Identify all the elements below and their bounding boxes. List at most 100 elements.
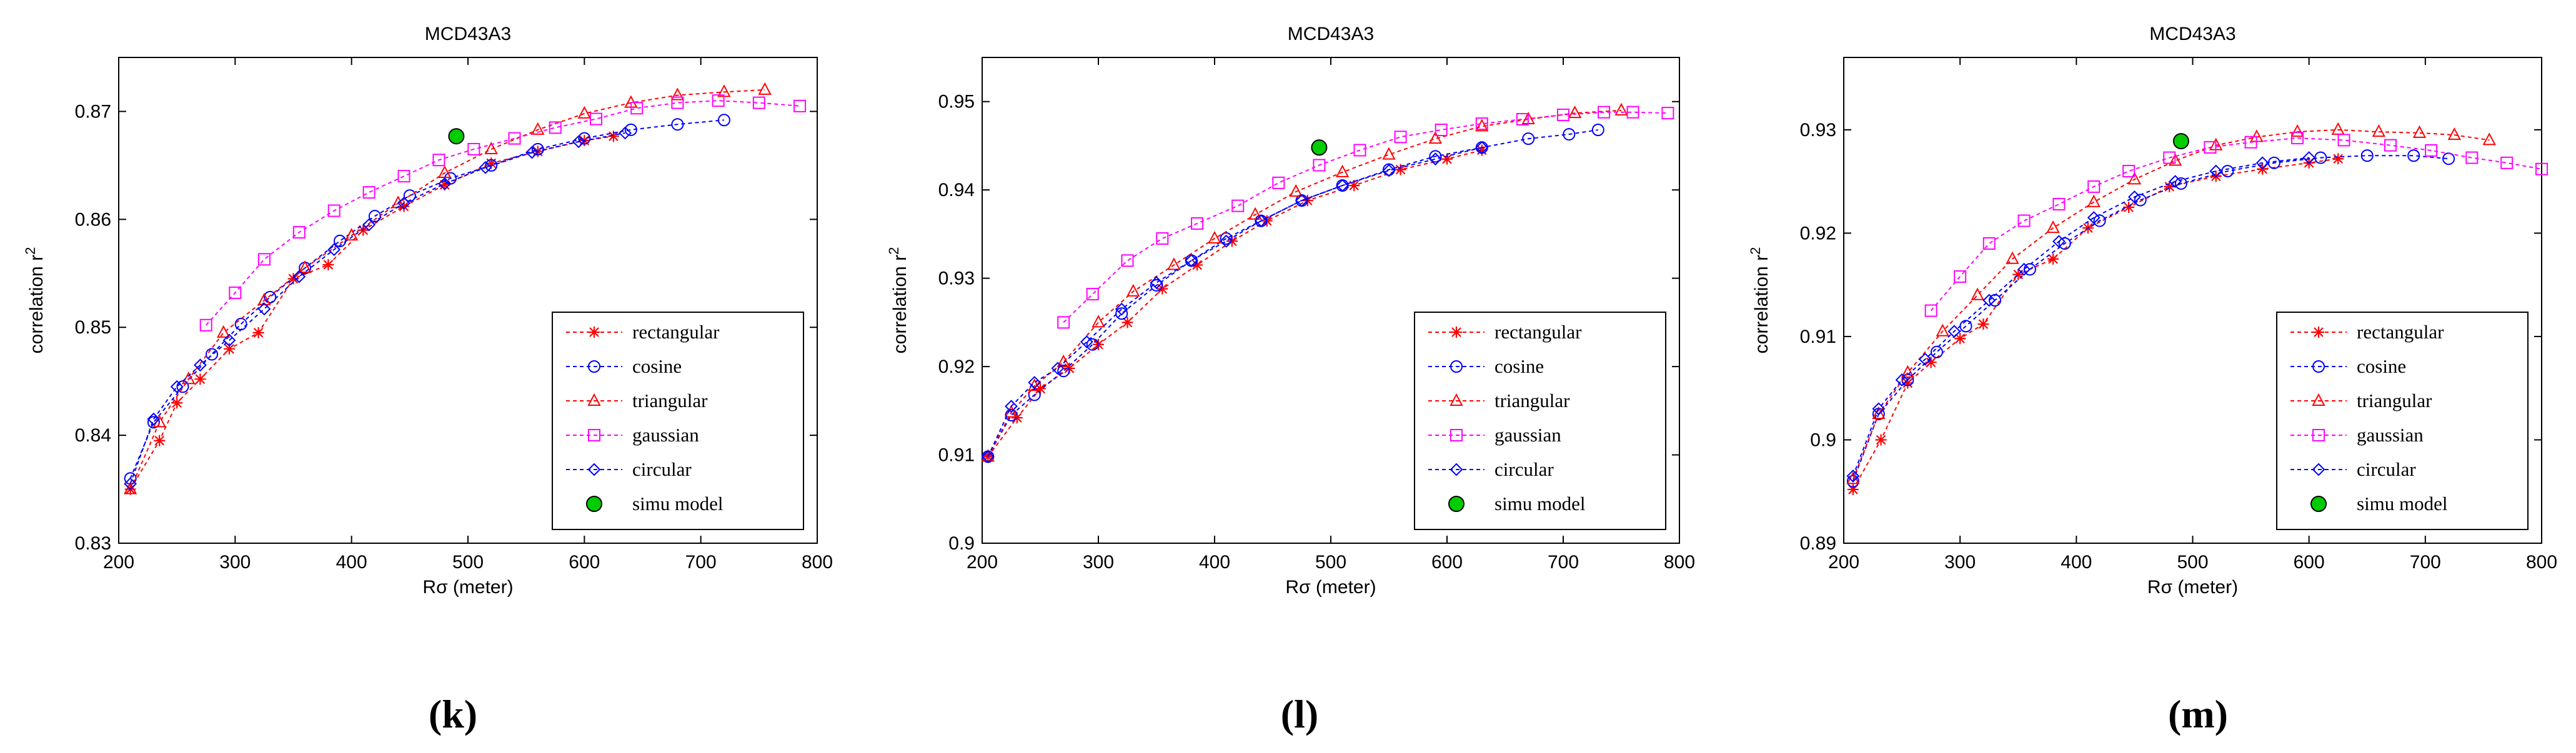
data-point-triangular bbox=[1872, 406, 1886, 420]
legend: rectangular cosine triangular gaussian circu… bbox=[2276, 312, 2529, 530]
legend-marker-triangular bbox=[1450, 393, 1463, 406]
y-axis-label-text: correlation r bbox=[1751, 255, 1772, 353]
x-tick-label: 200 bbox=[1828, 552, 1859, 573]
data-point-gaussian bbox=[630, 102, 644, 115]
data-point-circular bbox=[1918, 352, 1932, 366]
data-point-rectangular bbox=[2047, 253, 2059, 265]
series-line-circular bbox=[987, 147, 1483, 457]
legend-marker-triangular bbox=[587, 393, 601, 406]
legend-label-cosine: cosine bbox=[632, 355, 682, 377]
data-point-circular bbox=[1336, 179, 1350, 192]
legend-marker-simu-model bbox=[2310, 496, 2327, 512]
series-gaussian bbox=[199, 94, 807, 332]
x-axis-label: Rσ (meter) bbox=[2147, 577, 2238, 598]
legend-label-cosine: cosine bbox=[2357, 355, 2406, 377]
x-tick-label: 400 bbox=[1199, 552, 1230, 573]
data-point-circular bbox=[1051, 362, 1065, 375]
data-point-triangular bbox=[298, 260, 312, 273]
x-axis-label: Rσ (meter) bbox=[1285, 577, 1376, 598]
data-point-rectangular bbox=[1348, 180, 1360, 192]
legend-marker-cosine bbox=[2312, 360, 2325, 373]
data-point-gaussian bbox=[1057, 316, 1070, 329]
data-point-triangular bbox=[1092, 315, 1105, 328]
y-axis-label: correlation r2 bbox=[886, 247, 910, 354]
data-point-cosine bbox=[2360, 149, 2374, 162]
y-tick-label: 0.92 bbox=[938, 357, 975, 377]
data-point-triangular bbox=[1568, 105, 1582, 119]
legend-marker-gaussian bbox=[1450, 429, 1463, 441]
data-point-rectangular bbox=[252, 327, 264, 338]
data-point-triangular bbox=[1289, 184, 1303, 197]
x-tick-label: 200 bbox=[103, 552, 134, 573]
data-point-cosine bbox=[1086, 338, 1099, 351]
data-point-gaussian bbox=[362, 186, 375, 199]
y-axis-label: correlation r2 bbox=[22, 247, 47, 354]
x-tick-label: 800 bbox=[802, 552, 833, 573]
data-point-gaussian bbox=[2052, 198, 2066, 211]
chart-title: MCD43A3 bbox=[1288, 24, 1374, 44]
data-point-circular bbox=[1254, 214, 1268, 228]
data-point-triangular bbox=[577, 106, 591, 119]
series-line-cosine bbox=[1852, 155, 2449, 482]
data-point-gaussian bbox=[292, 226, 306, 239]
series-line-gaussian bbox=[1930, 137, 2542, 312]
series-line-rectangular bbox=[1852, 158, 2339, 490]
legend-marker-gaussian bbox=[2312, 429, 2325, 441]
data-point-gaussian bbox=[2425, 144, 2438, 157]
data-point-cosine bbox=[1522, 132, 1535, 145]
data-point-circular bbox=[479, 160, 492, 174]
legend-label-simu-model: simu model bbox=[2357, 493, 2448, 514]
legend-box bbox=[2276, 312, 2529, 530]
legend-marker-rectangular bbox=[1451, 327, 1462, 338]
data-point-gaussian bbox=[2500, 156, 2514, 169]
data-point-cosine bbox=[2174, 177, 2187, 190]
data-point-gaussian bbox=[1626, 106, 1639, 119]
data-point-circular bbox=[1005, 400, 1018, 413]
data-point-triangular bbox=[2127, 172, 2142, 185]
y-axis-label-text: correlation r bbox=[890, 255, 910, 353]
data-point-rectangular bbox=[1476, 144, 1488, 156]
legend-marker-gaussian bbox=[588, 429, 600, 441]
data-point-gaussian bbox=[1121, 254, 1134, 267]
data-point-rectangular bbox=[2164, 180, 2176, 192]
data-point-cosine bbox=[1930, 345, 1943, 358]
chart-panel-2: MCD43A3 200 300 400 500 600 700 800 0.9 0.91 0.92 0… bbox=[886, 24, 1695, 598]
y-tick-label: 0.92 bbox=[1800, 223, 1836, 244]
data-point-triangular bbox=[1428, 131, 1443, 144]
data-point-circular bbox=[1846, 469, 1860, 483]
x-tick-label: 600 bbox=[1431, 552, 1463, 573]
data-point-rectangular bbox=[398, 200, 410, 212]
data-point-gaussian bbox=[1272, 176, 1285, 189]
panel-label: (m) bbox=[2168, 692, 2228, 736]
legend-label-rectangular: rectangular bbox=[1494, 321, 1582, 343]
data-point-gaussian bbox=[2163, 151, 2176, 164]
data-point-rectangular bbox=[171, 397, 183, 409]
data-point-cosine bbox=[1057, 365, 1070, 378]
data-point-gaussian bbox=[1982, 237, 1996, 250]
data-point-circular bbox=[257, 302, 271, 316]
data-point-gaussian bbox=[327, 204, 341, 217]
x-tick-label: 500 bbox=[452, 552, 484, 573]
data-point-gaussian bbox=[1086, 288, 1099, 301]
data-point-circular bbox=[2302, 151, 2316, 164]
data-point-simu-model bbox=[1311, 139, 1328, 156]
data-point-circular bbox=[2255, 156, 2269, 170]
legend-marker-rectangular bbox=[589, 327, 600, 338]
legend-label-rectangular: rectangular bbox=[632, 321, 720, 343]
x-tick-label: 800 bbox=[1664, 552, 1695, 573]
legend-label-circular: circular bbox=[1494, 458, 1554, 480]
data-point-circular bbox=[1295, 194, 1308, 207]
data-point-cosine bbox=[671, 118, 684, 131]
x-tick-label: 300 bbox=[219, 552, 251, 573]
y-tick-label: 0.9 bbox=[948, 533, 975, 554]
y-tick-label: 0.91 bbox=[938, 445, 975, 466]
series-gaussian bbox=[1057, 106, 1674, 329]
data-point-circular bbox=[1895, 373, 1909, 386]
data-point-circular bbox=[362, 218, 376, 232]
data-point-gaussian bbox=[1516, 113, 1529, 126]
y-tick-label: 0.95 bbox=[938, 92, 975, 112]
data-point-triangular bbox=[2482, 132, 2496, 145]
data-point-gaussian bbox=[1475, 117, 1488, 130]
series-line-triangular bbox=[129, 89, 765, 490]
